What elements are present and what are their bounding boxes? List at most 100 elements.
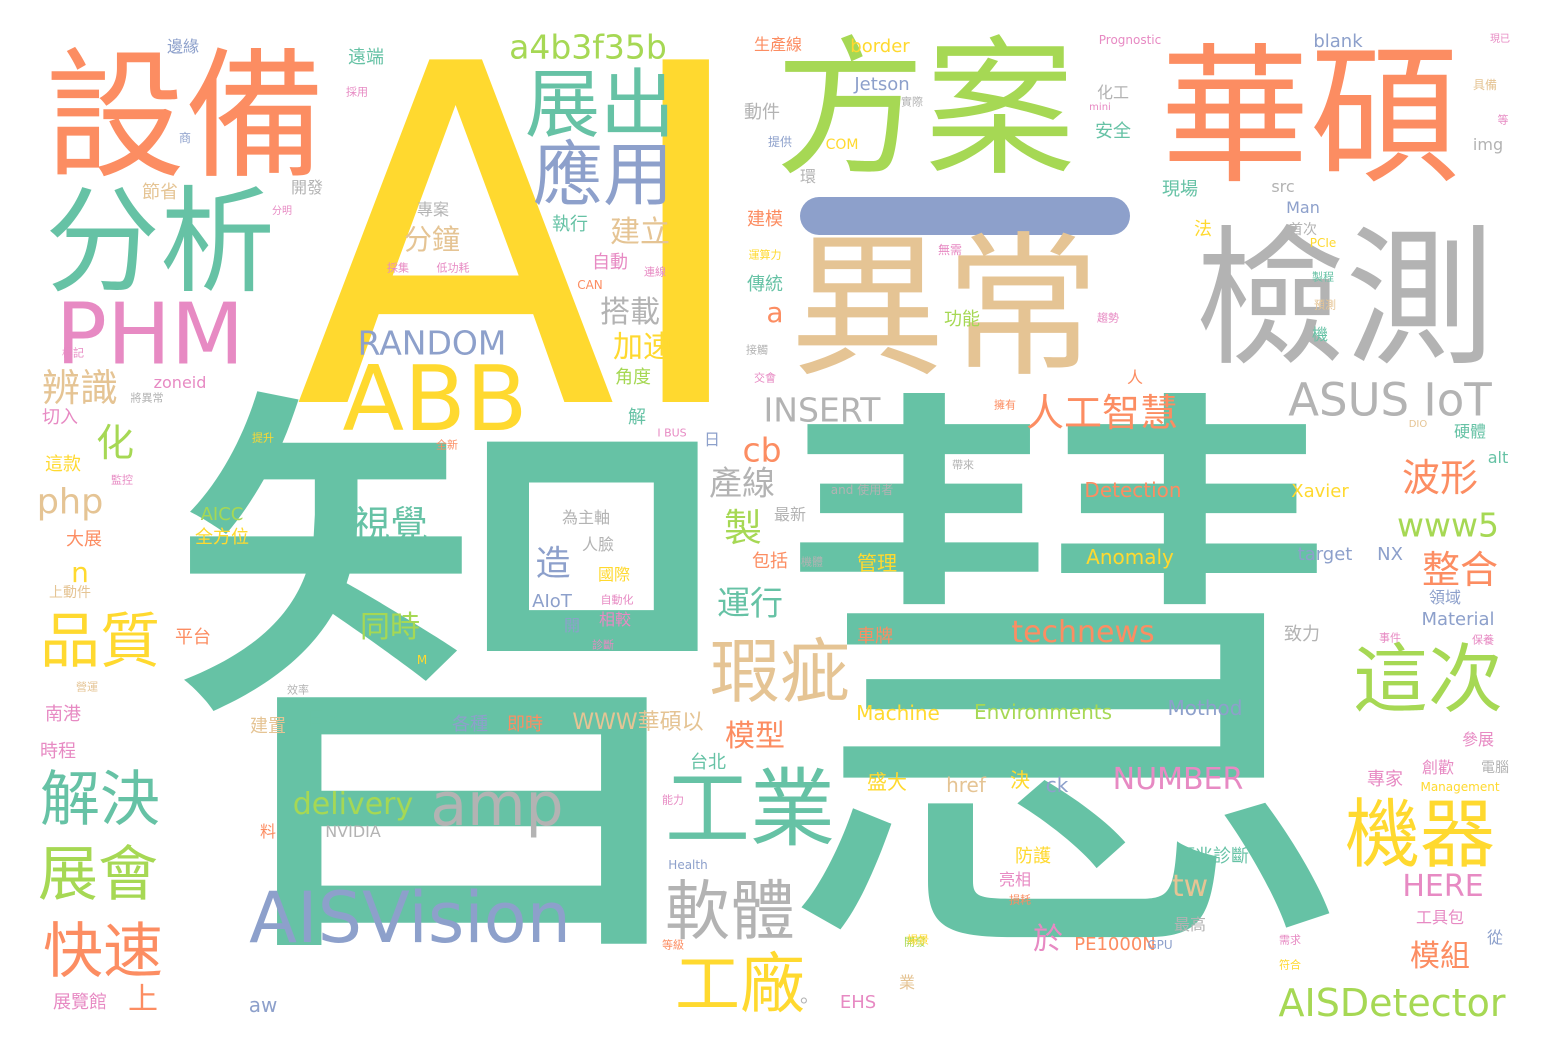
word-jetson: Jetson — [854, 74, 910, 95]
word-can: CAN — [577, 278, 603, 292]
word-gongye: 工業 — [664, 760, 836, 860]
word-chuantong: 傳統 — [747, 274, 783, 295]
word-zhixing: 執行 — [552, 214, 588, 235]
word-phm: PHM — [55, 285, 245, 385]
word-dongjian: 動件 — [744, 102, 780, 123]
word-fuhe: 符合 — [1279, 958, 1301, 972]
word-aw: aw — [248, 993, 278, 1017]
word-health: Health — [668, 858, 708, 872]
word-shangdongjian: 上動件 — [49, 585, 91, 601]
word-ibus: I BUS — [657, 426, 687, 440]
word-huan: 環 — [799, 167, 817, 186]
word-jiesheng: 節省 — [142, 182, 178, 203]
word-xianyi: 現已 — [1490, 34, 1510, 45]
word-fenxi: 分析 — [44, 175, 276, 310]
word-zhili: 致力 — [1284, 624, 1320, 645]
word-yuzhaozhenduan: 預兆診斷 — [1177, 846, 1249, 867]
word-and-user: and 使用者 — [830, 483, 894, 497]
word-quanxin: 全新 — [436, 438, 458, 452]
word-ri: 日 — [703, 430, 721, 449]
word-aisvision: AISVision — [249, 877, 571, 959]
word-pcie: PCIe — [1309, 236, 1337, 250]
word-weizhuzhou: 為主軸 — [561, 508, 611, 527]
word-ehs: EHS — [839, 992, 877, 1013]
word-com: COM — [825, 137, 859, 153]
divider-bar — [800, 197, 1130, 235]
word-man: Man — [1286, 198, 1320, 217]
word-here: HERE — [1402, 869, 1484, 904]
word-jianli: 建立 — [610, 215, 670, 250]
word-jie: 解 — [628, 407, 646, 428]
word-fenzhong: 分鐘 — [403, 223, 461, 256]
word-zhenduan: 診斷 — [592, 638, 614, 652]
word-yuce: 預測 — [1314, 298, 1336, 312]
word-ye: 業 — [898, 973, 916, 992]
word-pinzhi: 品質 — [40, 607, 160, 677]
word-technews: technews — [1011, 615, 1155, 650]
word-renlian: 人臉 — [581, 535, 615, 554]
word-jiejue: 解決 — [40, 765, 160, 835]
word-zhuanan: 專案 — [416, 200, 450, 219]
word-aiot: AIoT — [532, 591, 572, 612]
word-quanfangwei: 全方位 — [195, 527, 249, 548]
word-material: Material — [1421, 609, 1495, 630]
word-kuaisu: 快速 — [43, 917, 163, 987]
word-yingyun: 營運 — [76, 680, 98, 694]
word-ji: 機 — [1311, 325, 1329, 344]
word-zhi: 製 — [723, 506, 763, 550]
word-biaoji: 標記 — [62, 346, 84, 360]
word-a4b3f35b: a4b3f35b — [509, 27, 667, 67]
word-caiji: 採集 — [387, 261, 409, 275]
word-yongyou: 擁有 — [994, 398, 1016, 412]
word-chanxian: 產線 — [709, 463, 775, 503]
word-zhenghe: 整合 — [1421, 548, 1499, 592]
word-yunxing: 運行 — [717, 583, 783, 623]
word-jiankong: 監控 — [111, 473, 133, 487]
word-lianxian: 連線 — [644, 265, 666, 279]
word-abb: ABB — [342, 347, 528, 452]
word-jianmo: 建模 — [747, 209, 783, 230]
word-alt: alt — [1487, 448, 1509, 467]
word-shiji: 實際 — [901, 95, 923, 109]
word-img: img — [1472, 135, 1504, 154]
word-anomaly: Anomaly — [1086, 545, 1174, 569]
word-tigong: 提供 — [767, 135, 793, 149]
word-taibei: 台北 — [690, 752, 726, 773]
word-digonghao: 低功耗 — [436, 261, 470, 275]
word-jubei: 具備 — [1472, 78, 1498, 92]
word-jiaohui: 交會 — [754, 371, 776, 385]
word-m: M — [416, 653, 428, 667]
word-gongchang: 工廠 — [674, 947, 806, 1023]
word-zhihui: 智慧 — [160, 340, 1360, 1039]
word-href: href — [946, 773, 986, 797]
word-chuanghuan: 創歡 — [1421, 758, 1455, 777]
word-qushi: 趨勢 — [1097, 311, 1119, 325]
word-ruanti: 軟體 — [664, 874, 796, 950]
word-kai: 開 — [563, 616, 581, 635]
word-diannao: 電腦 — [1481, 760, 1509, 776]
word-canzhan: 參展 — [1461, 730, 1495, 749]
word-fanghu: 防護 — [1015, 846, 1051, 867]
word-cong: 從 — [1486, 928, 1504, 947]
word-shang2: 商 — [178, 131, 192, 145]
word-xavier: Xavier — [1291, 481, 1349, 502]
word-kaifa2: 開發 — [904, 935, 926, 949]
word-www5: www5 — [1397, 505, 1499, 545]
word-aisdetector: AISDetector — [1278, 981, 1506, 1025]
word-rengongzhihui: 人工智慧 — [1025, 391, 1179, 435]
word-bianshi: 辨識 — [41, 366, 119, 410]
word-guanli: 管理 — [857, 551, 897, 575]
word-deng: 等 — [1497, 113, 1509, 127]
word-management: Management — [1420, 780, 1500, 794]
word-juhao: 。 — [800, 983, 820, 1007]
word-www-huashuo-yi: WWW華碩以 — [572, 710, 704, 735]
word-yuanduan: 遠端 — [348, 47, 384, 68]
word-rizhi: 日至 — [307, 709, 343, 730]
word-zhuanjia: 專家 — [1367, 769, 1403, 790]
word-ren: 人 — [1126, 368, 1144, 387]
word-jue: 決 — [1010, 768, 1030, 792]
word-gpu: GPU — [1147, 938, 1173, 952]
word-changjing: 場景 — [907, 933, 929, 947]
word-shouci: 首次 — [1289, 222, 1317, 238]
word-boxing: 波形 — [1401, 456, 1479, 500]
